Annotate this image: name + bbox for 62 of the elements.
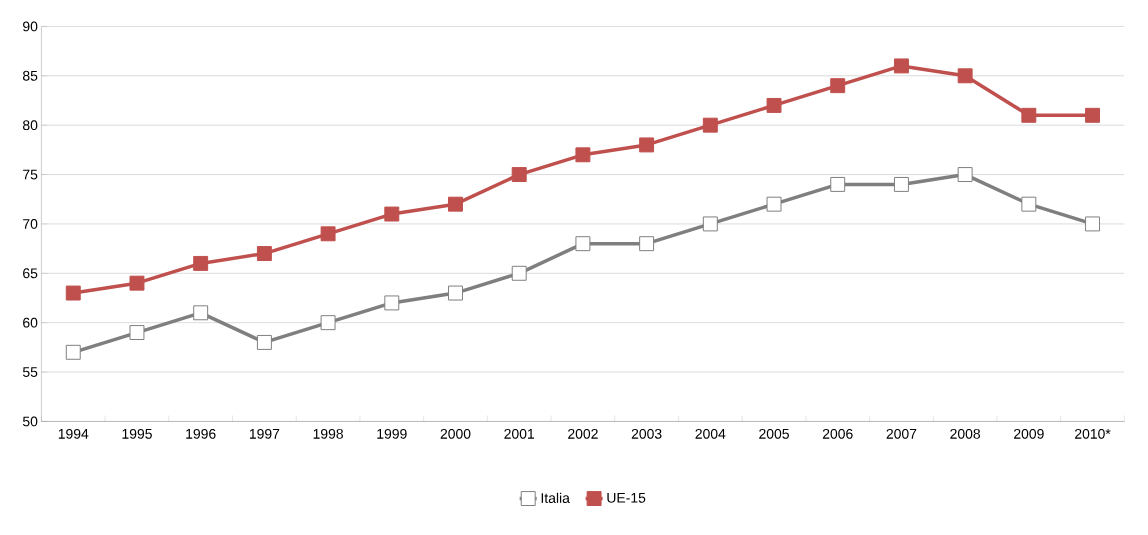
x-tick-label: 1997: [249, 428, 280, 439]
point: [702, 117, 718, 133]
y-tick-label: 90: [23, 21, 38, 32]
legend-label: UE-15: [607, 493, 646, 503]
point: [957, 68, 973, 84]
point: [448, 285, 463, 301]
x-tick-label: 2001: [504, 428, 535, 439]
point: [702, 216, 718, 232]
y-tick-label: 65: [23, 268, 38, 279]
y-tick-label: 60: [23, 317, 38, 328]
x-tick-label: 2005: [759, 428, 789, 439]
y-tick-label: 55: [22, 367, 38, 377]
x-tick-label: 2009: [1014, 428, 1044, 439]
point: [830, 78, 846, 94]
point: [193, 255, 209, 271]
point: [575, 147, 591, 163]
point: [384, 295, 400, 311]
point: [766, 196, 782, 212]
x-tick-label: 1994: [58, 428, 89, 439]
x-tick-label: 2004: [695, 428, 726, 439]
point: [129, 275, 145, 291]
x-tick-label: 2008: [950, 428, 981, 439]
point: [639, 236, 655, 252]
point: [448, 196, 463, 212]
point: [1021, 107, 1037, 123]
point: [1021, 196, 1037, 212]
y-tick-label: 50: [22, 416, 38, 427]
x-tick-label: 1995: [122, 428, 152, 439]
point: [256, 334, 272, 350]
point: [893, 58, 909, 74]
point: [511, 167, 527, 183]
point: [65, 344, 81, 360]
x-tick-label: 2002: [568, 428, 598, 439]
y-tick-label: 75: [23, 169, 38, 180]
point: [830, 176, 846, 192]
point: [65, 285, 81, 301]
x-tick-label: 1998: [313, 428, 343, 439]
x-tick-label: 1996: [186, 428, 216, 439]
legend-label: Italia: [541, 492, 570, 503]
x-tick-label: 2006: [822, 428, 853, 439]
x-tick-label: 2007: [886, 428, 917, 439]
point: [129, 325, 145, 341]
x-tick-label: 2000: [440, 428, 471, 439]
point: [1085, 107, 1101, 123]
point: [193, 305, 209, 321]
point: [256, 246, 272, 262]
x-tick-label: 2003: [631, 428, 662, 439]
y-tick-label: 80: [22, 120, 38, 131]
point: [766, 97, 782, 113]
point: [1085, 216, 1101, 232]
point: [893, 176, 909, 192]
point: [320, 226, 336, 242]
point: [575, 236, 591, 252]
y-tick-label: 70: [23, 218, 38, 229]
point: [639, 137, 655, 153]
point: [384, 206, 400, 222]
point: [511, 265, 527, 281]
x-tick-label: 1999: [377, 428, 407, 439]
point: [957, 167, 973, 183]
point: [320, 315, 336, 331]
x-tick-label: 2010*: [1075, 428, 1111, 439]
y-tick-label: 85: [22, 70, 38, 81]
